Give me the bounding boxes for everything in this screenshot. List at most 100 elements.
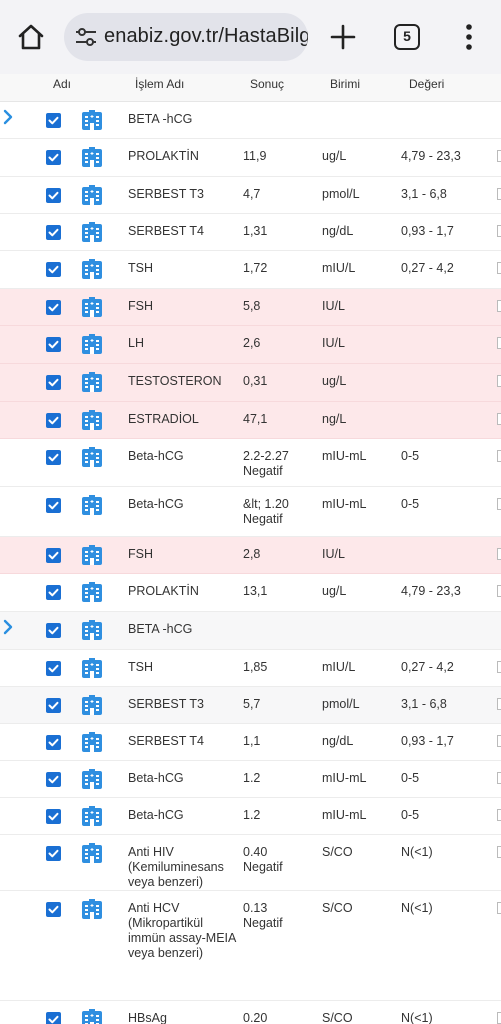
row-checkbox[interactable] [46,375,61,390]
table-row[interactable]: Beta-hCG &lt; 1.20 Negatif mIU-mL 0-5 [0,487,501,537]
overflow-menu-icon[interactable] [456,22,482,52]
table-row[interactable]: PROLAKTİN 13,1 ug/L 4,79 - 23,3 [0,574,501,612]
hospital-building-icon[interactable] [81,333,103,355]
table-row[interactable]: Anti HCV (Mikropartikül immün assay-MEIA… [0,891,501,1001]
row-checkbox[interactable] [46,498,61,513]
expand-chevron-icon[interactable] [2,109,14,125]
row-checkbox[interactable] [46,300,61,315]
site-settings-icon[interactable] [74,26,98,48]
row-action-handle[interactable] [497,698,501,710]
header-birimi: Birimi [330,77,360,91]
table-row[interactable]: TSH 1,85 mIU/L 0,27 - 4,2 [0,650,501,687]
table-row[interactable]: FSH 5,8 IU/L [0,289,501,326]
hospital-building-icon[interactable] [81,109,103,131]
table-row[interactable]: SERBEST T4 1,1 ng/dL 0,93 - 1,7 [0,724,501,761]
table-row[interactable]: SERBEST T3 5,7 pmol/L 3,1 - 6,8 [0,687,501,724]
test-result: 4,7 [243,187,261,201]
hospital-building-icon[interactable] [81,409,103,431]
row-checkbox[interactable] [46,413,61,428]
hospital-building-icon[interactable] [81,258,103,280]
table-header: Adı İşlem Adı Sonuç Birimi Değeri [0,74,501,102]
row-checkbox[interactable] [46,450,61,465]
hospital-building-icon[interactable] [81,805,103,827]
row-checkbox[interactable] [46,735,61,750]
row-action-handle[interactable] [497,846,501,858]
row-action-handle[interactable] [497,150,501,162]
new-tab-plus-icon[interactable] [326,20,360,54]
row-action-handle[interactable] [497,585,501,597]
hospital-building-icon[interactable] [81,371,103,393]
table-row[interactable]: TSH 1,72 mIU/L 0,27 - 4,2 [0,251,501,289]
address-bar[interactable]: enabiz.gov.tr/HastaBilgileri [64,13,308,61]
hospital-building-icon[interactable] [81,657,103,679]
row-checkbox[interactable] [46,772,61,787]
table-row[interactable]: Beta-hCG 2.2-2.27 Negatif mIU-mL 0-5 [0,439,501,487]
tab-switcher-icon[interactable]: 5 [394,24,420,50]
hospital-building-icon[interactable] [81,1008,103,1024]
hospital-building-icon[interactable] [81,842,103,864]
row-action-handle[interactable] [497,735,501,747]
header-degeri: Değeri [409,77,445,91]
hospital-building-icon[interactable] [81,731,103,753]
table-row[interactable]: Anti HIV (Kemiluminesans veya benzeri) 0.… [0,835,501,891]
row-checkbox[interactable] [46,902,61,917]
hospital-building-icon[interactable] [81,146,103,168]
table-row[interactable]: HBsAg 0.20 S/CO N(<1) [0,1001,501,1024]
row-checkbox[interactable] [46,698,61,713]
table-row[interactable]: Beta-hCG 1.2 mIU-mL 0-5 [0,798,501,835]
row-action-handle[interactable] [497,375,501,387]
hospital-building-icon[interactable] [81,694,103,716]
row-action-handle[interactable] [497,188,501,200]
table-row[interactable]: LH 2,6 IU/L [0,326,501,364]
hospital-building-icon[interactable] [81,544,103,566]
hospital-building-icon[interactable] [81,221,103,243]
url-text[interactable]: enabiz.gov.tr/HastaBilgileri [104,25,308,47]
row-checkbox[interactable] [46,846,61,861]
row-checkbox[interactable] [46,225,61,240]
row-action-handle[interactable] [497,225,501,237]
hospital-building-icon[interactable] [81,768,103,790]
table-row[interactable]: FSH 2,8 IU/L [0,537,501,574]
expand-chevron-icon[interactable] [2,619,14,635]
table-row[interactable]: ESTRADİOL 47,1 ng/L [0,402,501,439]
table-row[interactable]: PROLAKTİN 11,9 ug/L 4,79 - 23,3 [0,139,501,177]
row-action-handle[interactable] [497,337,501,349]
row-checkbox[interactable] [46,188,61,203]
row-action-handle[interactable] [497,498,501,510]
table-row[interactable]: BETA -hCG [0,612,501,650]
row-action-handle[interactable] [497,1012,501,1024]
hospital-building-icon[interactable] [81,446,103,468]
hospital-building-icon[interactable] [81,494,103,516]
row-action-handle[interactable] [497,262,501,274]
row-checkbox[interactable] [46,262,61,277]
table-row[interactable]: TESTOSTERON 0,31 ug/L [0,364,501,402]
hospital-building-icon[interactable] [81,898,103,920]
hospital-building-icon[interactable] [81,296,103,318]
row-checkbox[interactable] [46,113,61,128]
row-checkbox[interactable] [46,337,61,352]
row-action-handle[interactable] [497,902,501,914]
row-checkbox[interactable] [46,150,61,165]
row-action-handle[interactable] [497,300,501,312]
row-checkbox[interactable] [46,548,61,563]
table-row[interactable]: SERBEST T3 4,7 pmol/L 3,1 - 6,8 [0,177,501,214]
test-name: Beta-hCG [128,449,184,463]
hospital-building-icon[interactable] [81,581,103,603]
hospital-building-icon[interactable] [81,619,103,641]
row-checkbox[interactable] [46,623,61,638]
table-row[interactable]: Beta-hCG 1.2 mIU-mL 0-5 [0,761,501,798]
table-row[interactable]: BETA -hCG [0,102,501,139]
home-icon[interactable] [14,20,48,54]
row-action-handle[interactable] [497,548,501,560]
row-checkbox[interactable] [46,585,61,600]
row-action-handle[interactable] [497,413,501,425]
row-checkbox[interactable] [46,809,61,824]
table-row[interactable]: SERBEST T4 1,31 ng/dL 0,93 - 1,7 [0,214,501,251]
row-checkbox[interactable] [46,661,61,676]
row-action-handle[interactable] [497,661,501,673]
hospital-building-icon[interactable] [81,184,103,206]
row-action-handle[interactable] [497,809,501,821]
row-checkbox[interactable] [46,1012,61,1024]
row-action-handle[interactable] [497,450,501,462]
row-action-handle[interactable] [497,772,501,784]
